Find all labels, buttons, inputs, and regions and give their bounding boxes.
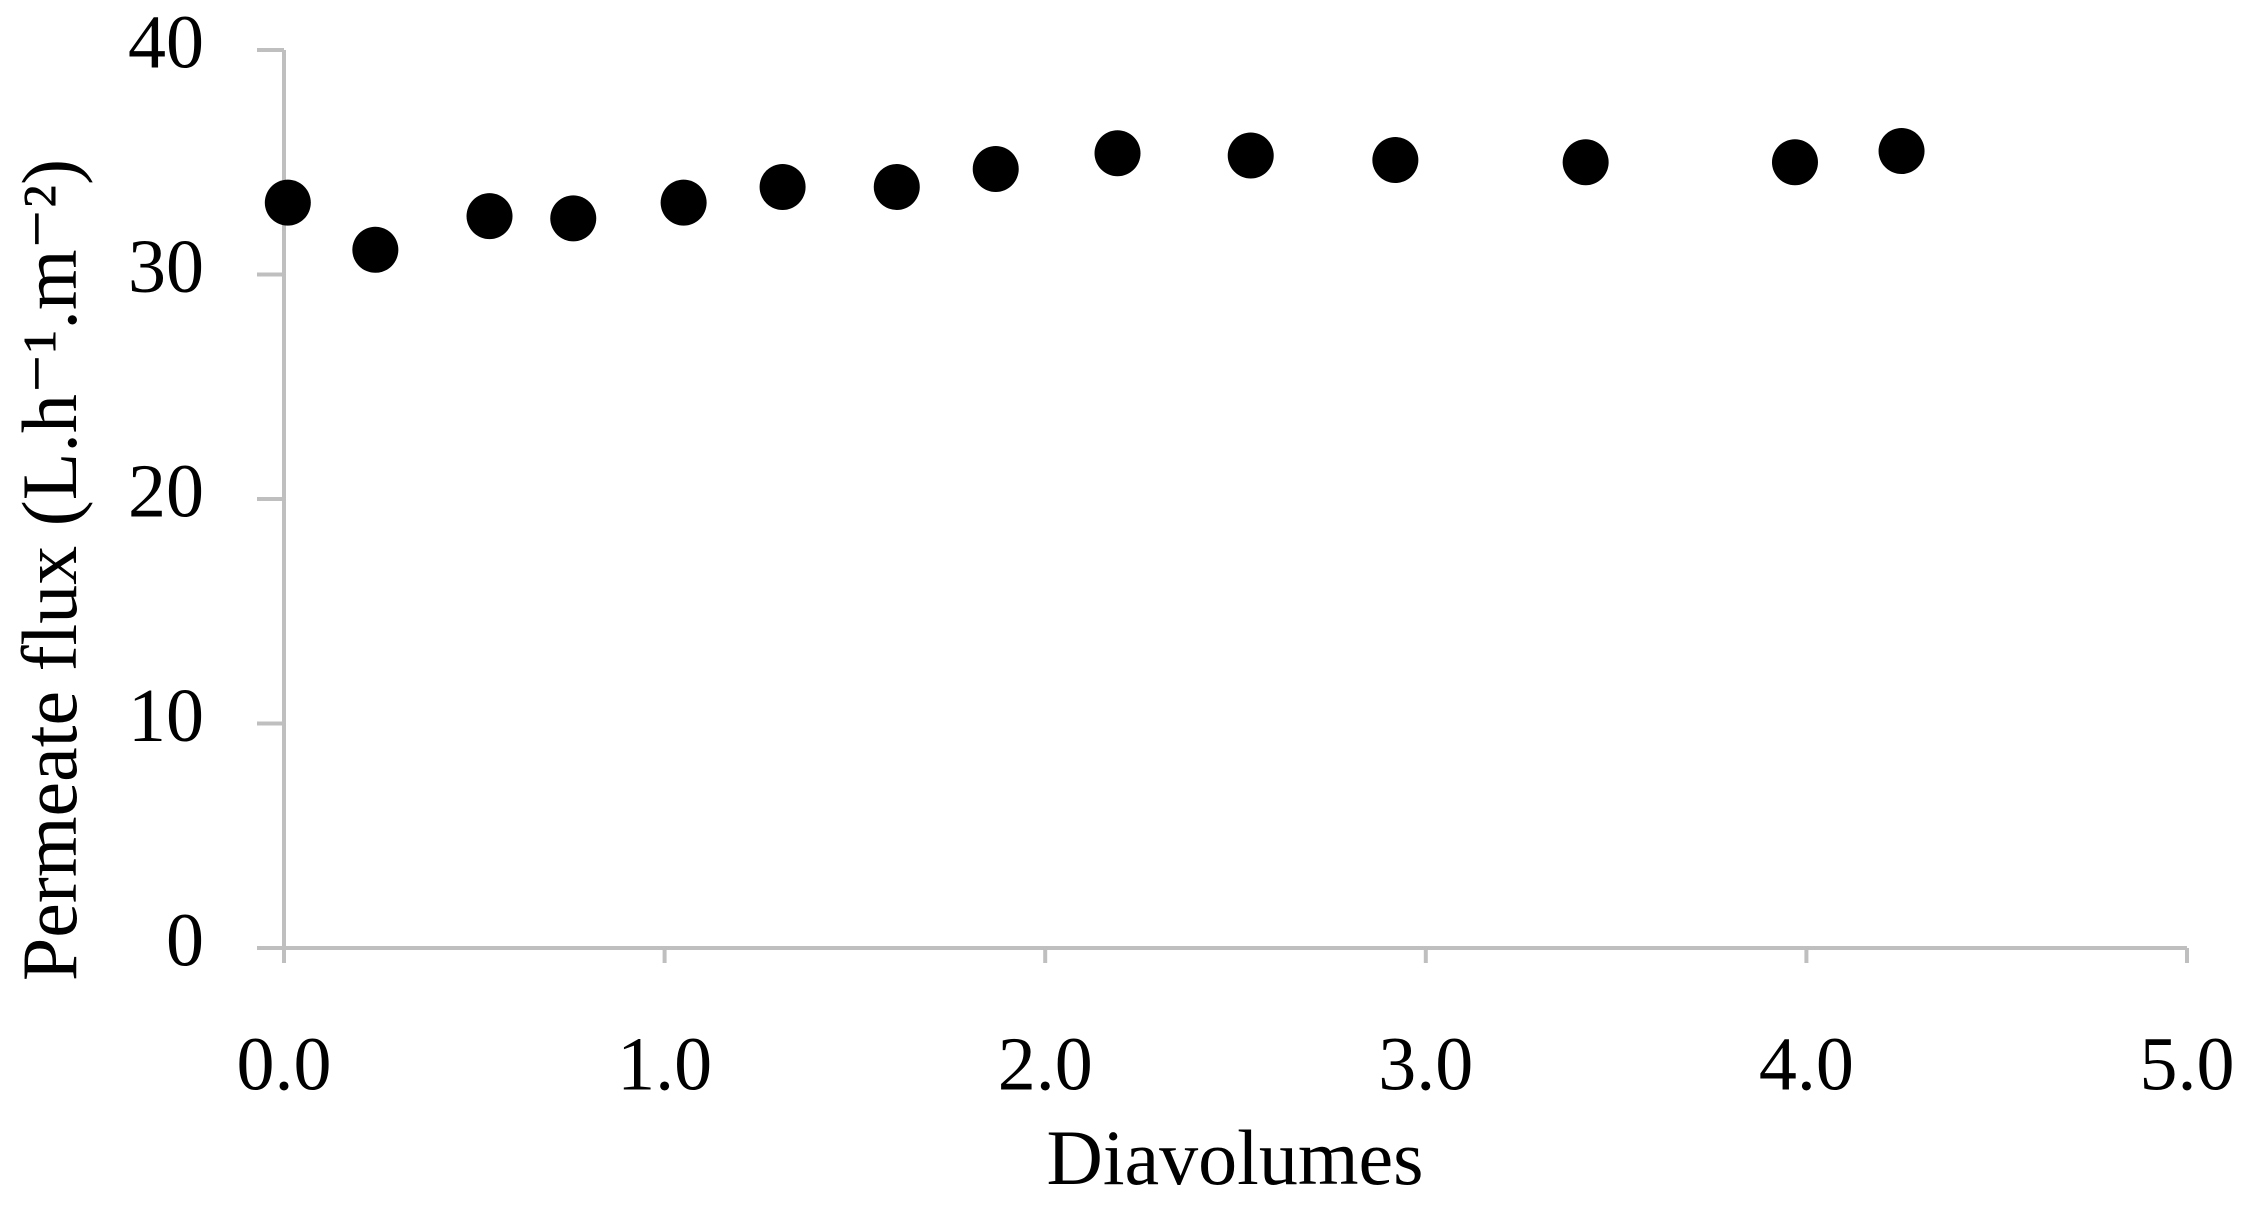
y-tick-label: 30 [128,225,204,309]
data-point [352,226,399,273]
data-point [873,163,920,210]
y-tick-label: 10 [128,674,204,758]
x-tick-label: 5.0 [2140,1022,2235,1106]
data-point [550,195,597,242]
y-tick-label: 40 [128,0,204,84]
data-point [660,179,707,226]
x-tick-label: 3.0 [1378,1022,1473,1106]
x-tick-label: 0.0 [237,1022,332,1106]
data-point [1094,130,1141,177]
y-axis-title: Permeate flux (L.h⁻¹.m⁻²) [6,159,93,981]
x-tick-label: 1.0 [617,1022,712,1106]
data-point [1372,137,1419,184]
data-point [972,145,1019,192]
y-tick-label: 20 [128,449,204,533]
x-tick-label: 4.0 [1759,1022,1854,1106]
y-tick-label: 0 [166,898,204,982]
data-point [1878,128,1925,175]
data-point [264,179,311,226]
data-point [466,193,513,240]
data-point [759,163,806,210]
x-axis-title: Diavolumes [1047,1114,1424,1201]
data-point [1771,139,1818,186]
data-point [1562,139,1609,186]
data-point [1227,132,1274,179]
x-tick-label: 2.0 [998,1022,1093,1106]
